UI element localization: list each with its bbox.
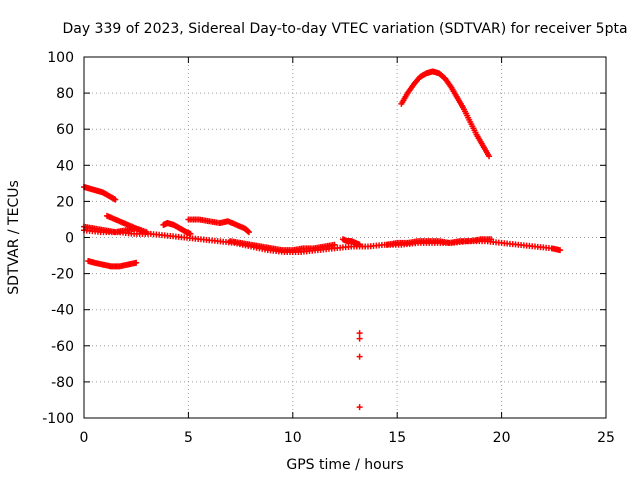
- x-tick-label: 0: [80, 430, 89, 446]
- y-tick-label: -40: [51, 303, 74, 319]
- data-point: [331, 241, 338, 248]
- y-axis-tick-labels: 100 80 60 40 20 0 -20 -40 -60 -80 -100: [42, 50, 74, 427]
- series-outliers-13h: [356, 330, 363, 411]
- x-tick-label: 15: [388, 430, 406, 446]
- series-arc-13h: [339, 236, 363, 248]
- x-tick-label: 5: [184, 430, 193, 446]
- x-tick-label: 10: [284, 430, 302, 446]
- data-point: [486, 153, 493, 160]
- data-point: [557, 247, 564, 254]
- y-tick-label: 80: [56, 86, 74, 102]
- data-point: [356, 330, 363, 337]
- y-tick-label: 100: [47, 50, 74, 66]
- data-point: [356, 241, 363, 248]
- data-point: [245, 229, 252, 236]
- x-axis-label: GPS time / hours: [286, 457, 403, 473]
- series-arc-15-to-19h: [383, 236, 495, 248]
- y-axis-label: SDTVAR / TECUs: [6, 180, 22, 295]
- data-point: [356, 335, 363, 342]
- y-tick-label: 20: [56, 194, 74, 210]
- axis-ticks: [83, 56, 607, 419]
- series-arc-hump-4h: [160, 220, 194, 237]
- data-point: [356, 404, 363, 411]
- data-point: [133, 259, 140, 266]
- x-tick-label: 25: [597, 430, 615, 446]
- data-series: [81, 68, 564, 411]
- y-tick-label: 60: [56, 122, 74, 138]
- y-tick-label: -60: [51, 339, 74, 355]
- series-arc-5-to-8h: [185, 216, 252, 236]
- chart-title: Day 339 of 2023, Sidereal Day-to-day VTE…: [62, 21, 627, 37]
- y-tick-label: -80: [51, 375, 74, 391]
- x-tick-label: 20: [493, 430, 511, 446]
- y-tick-label: -100: [42, 411, 74, 427]
- series-arc-high-rising: [398, 68, 493, 160]
- data-point: [356, 353, 363, 360]
- y-tick-label: 0: [65, 231, 74, 247]
- series-arc-mid-upper: [227, 238, 338, 254]
- data-point: [488, 236, 495, 243]
- x-axis-tick-labels: 0 5 10 15 20 25: [80, 430, 615, 446]
- data-point: [112, 196, 119, 203]
- y-tick-label: -20: [51, 267, 74, 283]
- y-tick-label: 40: [56, 158, 74, 174]
- series-arc-start-neg15: [85, 257, 140, 270]
